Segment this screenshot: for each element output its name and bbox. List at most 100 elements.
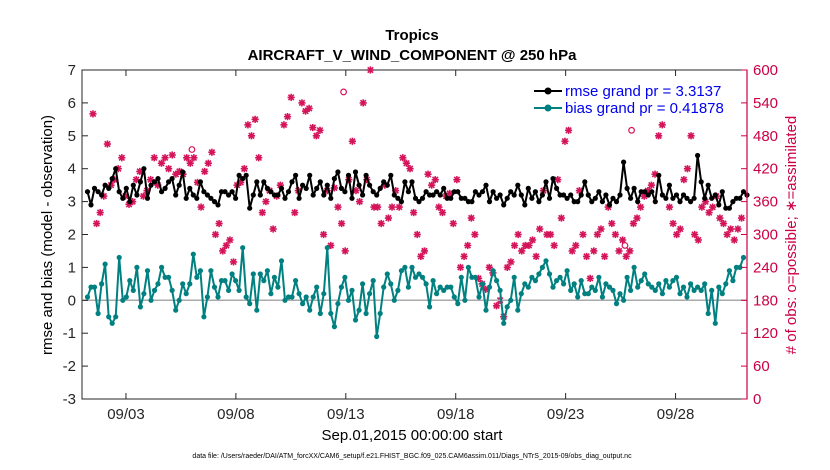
obs-assimilated-marker: [626, 247, 634, 255]
bias-point: [240, 245, 246, 251]
rmse-point: [162, 185, 168, 191]
rmse-point: [596, 189, 602, 195]
bias-point: [740, 254, 747, 261]
bias-point: [455, 301, 461, 307]
rmse-point: [307, 172, 313, 178]
obs-assimilated-marker: [590, 247, 598, 255]
bias-point: [494, 278, 500, 284]
bias-point: [571, 281, 577, 287]
obs-possible-marker: [621, 242, 629, 249]
rmse-point: [229, 189, 235, 195]
bias-point: [476, 294, 482, 300]
y-tick-right-label: 540: [753, 95, 778, 112]
bias-point: [490, 268, 496, 274]
bias-point: [328, 310, 334, 317]
obs-assimilated-marker: [168, 151, 176, 159]
bias-point: [222, 278, 228, 284]
rmse-point: [631, 185, 637, 191]
bias-point: [257, 271, 263, 277]
bias-point: [642, 271, 648, 277]
bias-point: [557, 274, 563, 280]
rmse-point: [511, 192, 517, 198]
y-tick-right-label: 120: [753, 325, 778, 342]
bias-point: [261, 278, 267, 284]
x-tick-label: 09/13: [327, 406, 365, 423]
obs-assimilated-marker: [374, 203, 382, 211]
bias-point: [247, 301, 253, 307]
rmse-point: [345, 172, 352, 178]
obs-assimilated-marker: [665, 203, 674, 211]
bias-point: [695, 284, 701, 290]
rmse-point: [296, 195, 302, 201]
bias-point: [702, 281, 708, 287]
rmse-point: [233, 195, 239, 201]
rmse-point: [148, 182, 154, 188]
obs-assimilated-marker: [546, 230, 555, 239]
obs-assimilated-marker: [518, 247, 526, 255]
bias-point: [233, 278, 239, 284]
bias-point: [508, 297, 514, 303]
rmse-point: [458, 195, 464, 201]
bias-point: [236, 287, 242, 293]
bias-point: [677, 291, 683, 297]
obs-assimilated-marker: [737, 214, 746, 222]
rmse-point: [599, 199, 606, 205]
y-tick-right-label: 300: [753, 227, 778, 244]
rmse-point: [437, 192, 443, 198]
obs-assimilated-marker: [629, 219, 638, 228]
bias-point: [356, 307, 362, 313]
bias-point: [716, 284, 722, 290]
obs-assimilated-marker: [410, 208, 418, 217]
bias-point: [606, 284, 613, 290]
rmse-point: [462, 195, 468, 201]
rmse-point: [134, 192, 140, 198]
rmse-point: [398, 199, 404, 205]
bias-point: [462, 297, 468, 303]
rmse-point: [88, 202, 94, 208]
bias-point: [680, 284, 687, 290]
rmse-point: [515, 182, 521, 188]
rmse-point: [285, 189, 292, 195]
rmse-point: [166, 179, 172, 185]
obs-assimilated-marker: [619, 236, 627, 244]
obs-assimilated-marker: [464, 241, 472, 250]
rmse-point: [331, 176, 337, 182]
y-tick-right-label: 240: [753, 259, 778, 276]
rmse-point: [349, 195, 355, 201]
rmse-point: [688, 199, 694, 205]
rmse-point: [204, 192, 210, 198]
bias-point: [486, 284, 493, 290]
bias-point: [360, 281, 366, 287]
rmse-point: [95, 189, 101, 195]
bias-point: [243, 294, 249, 300]
bias-point: [416, 271, 422, 277]
obs-assimilated-marker: [550, 241, 558, 250]
y-tick-right-label: 360: [753, 194, 778, 211]
rmse-point: [416, 199, 422, 205]
bias-point: [208, 268, 214, 274]
bias-point: [613, 301, 620, 307]
obs-assimilated-marker: [586, 274, 594, 282]
bias-point: [345, 297, 352, 303]
bias-point: [529, 274, 535, 280]
y-tick-right-label: 0: [753, 391, 761, 408]
obs-assimilated-marker: [453, 176, 461, 184]
obs-assimilated-marker: [337, 219, 346, 228]
rmse-point: [120, 195, 126, 201]
rmse-point: [635, 199, 641, 205]
bias-point: [204, 294, 210, 300]
rmse-point: [522, 202, 528, 208]
bias-point: [497, 287, 503, 293]
rmse-point: [356, 182, 362, 188]
y-tick-left-label: 1: [68, 259, 76, 276]
bias-point: [169, 287, 175, 293]
bias-point: [536, 271, 542, 277]
data-file-footnote: data file: /Users/raeder/DAI/ATM_forcXX/…: [192, 453, 632, 460]
rmse-point: [444, 195, 450, 201]
rmse-point: [215, 202, 221, 208]
y-axis-label-right: # of obs: o=possible; ∗=assimilated: [783, 116, 800, 355]
bias-point: [229, 271, 235, 277]
obs-assimilated-marker: [359, 99, 367, 107]
obs-assimilated-marker: [255, 154, 263, 162]
obs-assimilated-marker: [377, 219, 385, 228]
